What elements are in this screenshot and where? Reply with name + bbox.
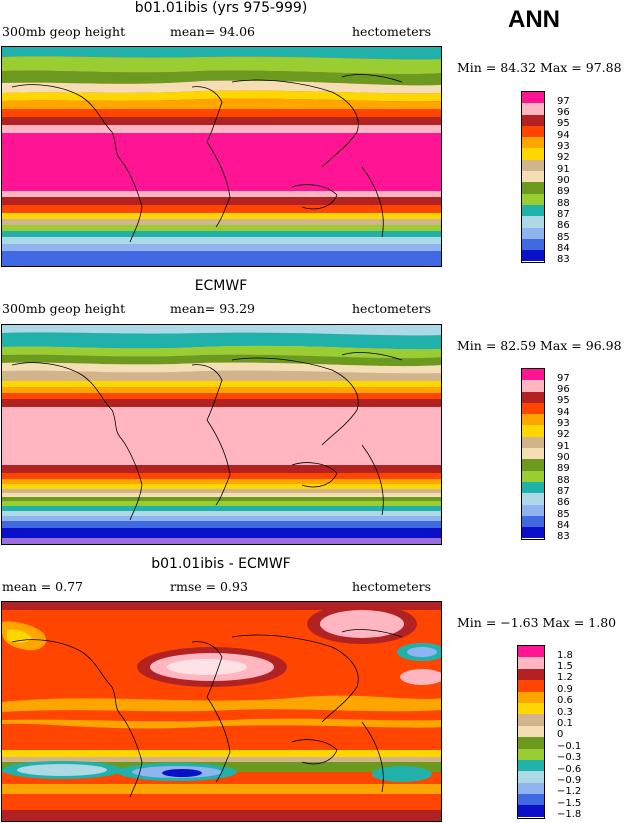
panel-1-colorbar-label: 83 (557, 254, 570, 265)
panel-2-colorbar-label: 88 (557, 475, 570, 486)
panel-2-colorbar-label: 83 (557, 531, 570, 542)
panel-3-map (1, 601, 442, 822)
panel-1-variable-label: 300mb geop height (2, 24, 126, 39)
panel-2-colorbar-label: 89 (557, 463, 570, 474)
panel-1-coastlines (11, 74, 403, 243)
panel-1-title: b01.01ibis (yrs 975-999) (134, 0, 308, 16)
panel-3-colorbar-label: −1.5 (557, 798, 582, 809)
panel-1-map (1, 46, 442, 267)
panel-3-minmax-label: Min = −1.63 Max = 1.80 (457, 615, 617, 630)
panel-1-colorbar-label: 96 (557, 107, 570, 118)
panel-1-contour-plot (2, 47, 441, 266)
panel-3-units-label: hectometers (352, 579, 432, 594)
panel-3-contour-plot (2, 602, 441, 821)
panel-3-colorbar-label: −1.2 (557, 786, 582, 797)
panel-1-colorbar-label: 93 (557, 141, 570, 152)
panel-2-colorbar-label: 90 (557, 452, 570, 463)
panel-1-colorbar-label: 94 (557, 130, 570, 141)
panel-3-colorbar-label: 0 (557, 729, 564, 740)
panel-3-colorbar-label: 0.3 (557, 707, 573, 718)
panel-2-colorbar-label: 93 (557, 418, 570, 429)
panel-2-colorbar-label: 92 (557, 429, 570, 440)
panel-2-colorbar-label: 95 (557, 395, 570, 406)
panel-2-colorbar-label: 87 (557, 486, 570, 497)
panel-2-coastlines (11, 352, 403, 521)
panel-1-colorbar-label: 85 (557, 232, 570, 243)
season-label: ANN (508, 6, 560, 33)
panel-2-colorbar-label: 97 (557, 373, 570, 384)
panel-1-colorbar-label: 95 (557, 118, 570, 129)
panel-3-colorbar-label: 0.9 (557, 684, 573, 695)
panel-3-title: b01.01ibis - ECMWF (151, 556, 291, 572)
panel-3-colorbar-label: −0.3 (557, 752, 582, 763)
panel-3-colorbar-label: 1.2 (557, 672, 573, 683)
panel-3-colorbar (517, 645, 545, 819)
panel-3-colorbar-label: −0.6 (557, 764, 582, 775)
panel-3-colorbar-label: −0.9 (557, 775, 582, 786)
panel-1-colorbar-label: 97 (557, 96, 570, 107)
panel-3-colorbar-label: −1.8 (557, 809, 582, 820)
panel-3-colorbar-label: 1.8 (557, 650, 573, 661)
panel-2-map (1, 324, 442, 545)
panel-2-colorbar-label: 96 (557, 384, 570, 395)
panel-2-colorbar-label: 84 (557, 520, 570, 531)
panel-2-mean-label: mean= 93.29 (170, 301, 255, 316)
panel-2-colorbar (521, 368, 545, 540)
panel-1-colorbar-label: 92 (557, 152, 570, 163)
panel-2-colorbar-label: 94 (557, 407, 570, 418)
panel-2-colorbar-label: 91 (557, 441, 570, 452)
panel-2-title: ECMWF (194, 278, 248, 294)
panel-2-colorbar-label: 86 (557, 497, 570, 508)
panel-3-coastlines (11, 629, 403, 798)
panel-1-colorbar-label: 84 (557, 243, 570, 254)
panel-1-minmax-label: Min = 84.32 Max = 97.88 (457, 60, 622, 75)
panel-2-colorbar-label: 85 (557, 509, 570, 520)
panel-3-colorbar-label: 0.1 (557, 718, 573, 729)
panel-3-colorbar-label: 0.6 (557, 695, 573, 706)
panel-3-colorbar-label: −0.1 (557, 741, 582, 752)
panel-2-variable-label: 300mb geop height (2, 301, 126, 316)
panel-3-mean-label: mean = 0.77 (2, 579, 84, 594)
panel-2-units-label: hectometers (352, 301, 432, 316)
panel-1-colorbar-label: 91 (557, 164, 570, 175)
panel-2-minmax-label: Min = 82.59 Max = 96.98 (457, 338, 622, 353)
panel-1-colorbar-label: 88 (557, 198, 570, 209)
panel-3-rmse-label: rmse = 0.93 (170, 579, 248, 594)
panel-1-colorbar-label: 87 (557, 209, 570, 220)
panel-1-mean-label: mean= 94.06 (170, 24, 255, 39)
panel-2-contour-plot (2, 325, 441, 544)
panel-1-colorbar-label: 89 (557, 186, 570, 197)
panel-3-colorbar-label: 1.5 (557, 661, 573, 672)
panel-1-units-label: hectometers (352, 24, 432, 39)
panel-1-colorbar-label: 90 (557, 175, 570, 186)
panel-1-colorbar-label: 86 (557, 220, 570, 231)
panel-1-colorbar (521, 91, 545, 263)
